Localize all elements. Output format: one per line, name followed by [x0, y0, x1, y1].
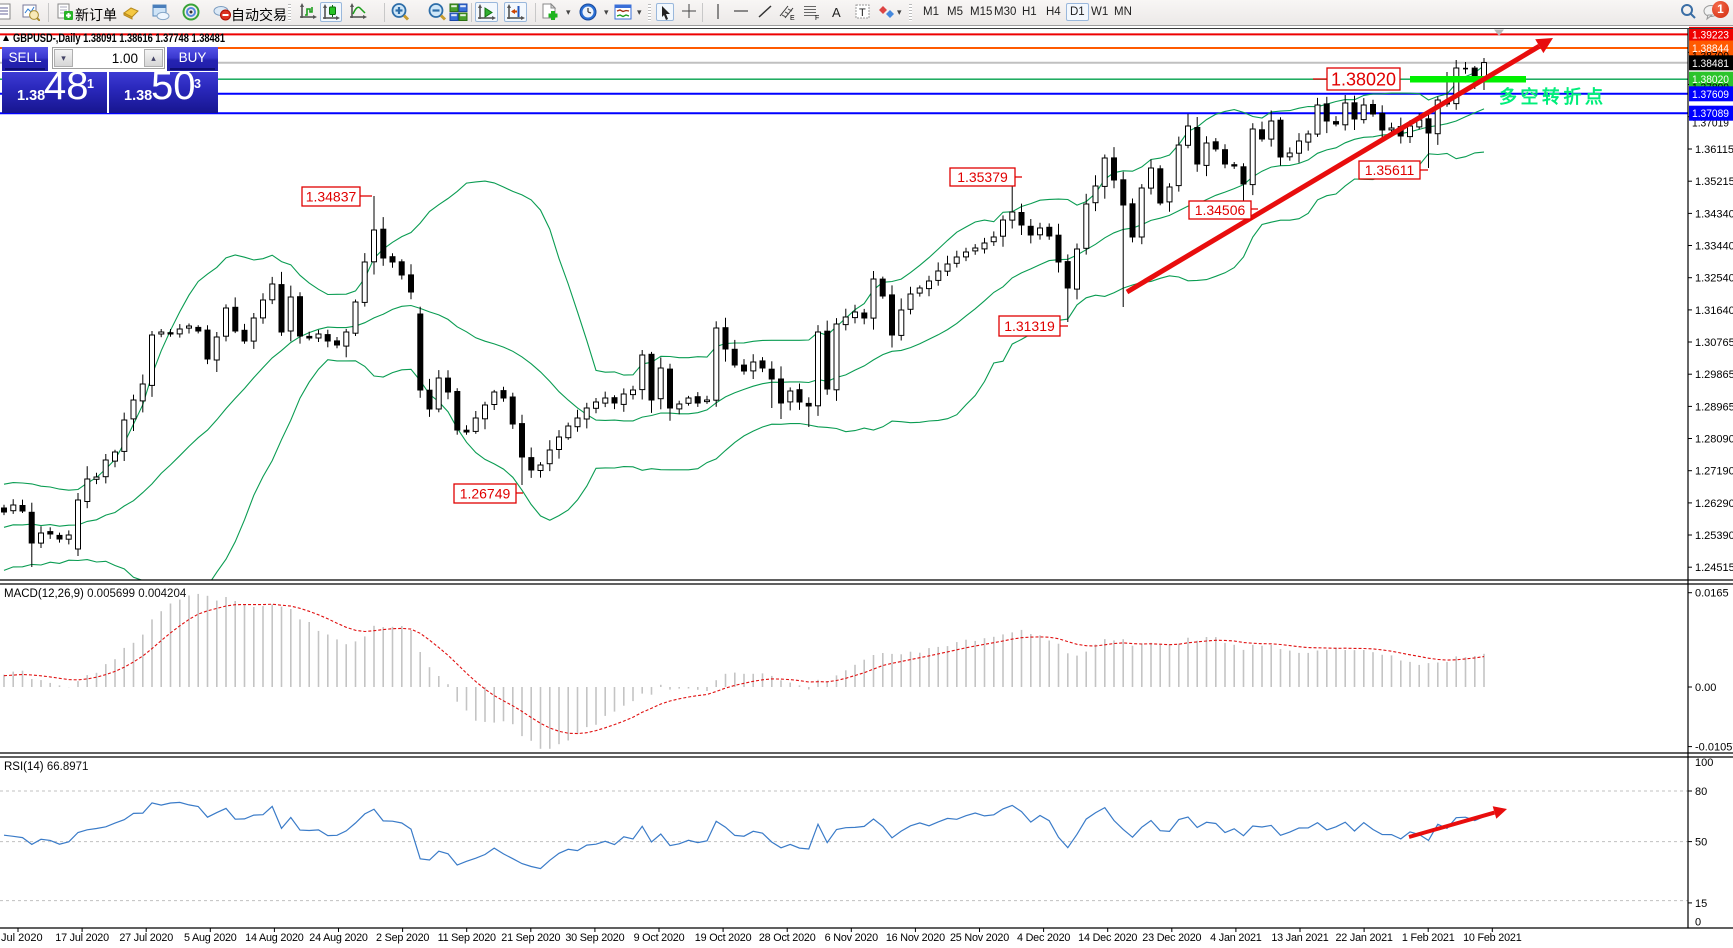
svg-text:1.31319: 1.31319 [1004, 318, 1055, 334]
svg-text:T: T [859, 7, 866, 19]
svg-text:25 Nov 2020: 25 Nov 2020 [950, 932, 1009, 944]
svg-text:4 Jan 2021: 4 Jan 2021 [1210, 932, 1262, 944]
svg-text:24 Aug 2020: 24 Aug 2020 [309, 932, 368, 944]
svg-text:1.38844: 1.38844 [1692, 43, 1729, 55]
svg-text:RSI(14) 66.8971: RSI(14) 66.8971 [4, 761, 88, 773]
svg-text:13 Jan 2021: 13 Jan 2021 [1271, 932, 1328, 944]
svg-text:1.29865: 1.29865 [1695, 369, 1733, 381]
svg-text:16 Nov 2020: 16 Nov 2020 [886, 932, 945, 944]
svg-text:F: F [815, 15, 819, 21]
svg-text:多空转折点: 多空转折点 [1499, 86, 1607, 107]
svg-text:1.37089: 1.37089 [1692, 108, 1729, 120]
svg-text:10 Feb 2021: 10 Feb 2021 [1463, 932, 1522, 944]
svg-text:1 Feb 2021: 1 Feb 2021 [1402, 932, 1455, 944]
svg-text:1.32540: 1.32540 [1695, 273, 1733, 285]
svg-text:1.26749: 1.26749 [460, 485, 511, 501]
svg-text:11 Sep 2020: 11 Sep 2020 [438, 932, 496, 944]
svg-text:1.27190: 1.27190 [1695, 466, 1733, 478]
svg-text:15: 15 [1695, 898, 1707, 910]
svg-text:6 Nov 2020: 6 Nov 2020 [825, 932, 878, 944]
svg-text:80: 80 [1695, 786, 1707, 798]
svg-text:9 Oct 2020: 9 Oct 2020 [634, 932, 685, 944]
svg-text:22 Jan 2021: 22 Jan 2021 [1335, 932, 1392, 944]
svg-text:0.00: 0.00 [1695, 682, 1716, 694]
svg-text:5 Aug 2020: 5 Aug 2020 [184, 932, 237, 944]
svg-text:1.25390: 1.25390 [1695, 530, 1733, 542]
svg-text:4 Dec 2020: 4 Dec 2020 [1017, 932, 1070, 944]
svg-text:1.38020: 1.38020 [1331, 69, 1396, 89]
svg-text:1.34340: 1.34340 [1695, 208, 1733, 220]
svg-text:1.31640: 1.31640 [1695, 305, 1733, 317]
svg-text:1.38481: 1.38481 [1692, 58, 1729, 70]
svg-text:1.34837: 1.34837 [306, 188, 357, 204]
svg-text:1.28965: 1.28965 [1695, 401, 1733, 413]
svg-text:23 Dec 2020: 23 Dec 2020 [1142, 932, 1201, 944]
svg-text:0: 0 [1695, 917, 1701, 929]
svg-text:30 Sep 2020: 30 Sep 2020 [565, 932, 624, 944]
svg-text:1.36115: 1.36115 [1695, 144, 1733, 156]
svg-text:1.28090: 1.28090 [1695, 434, 1733, 446]
svg-text:1.34506: 1.34506 [1195, 202, 1246, 218]
svg-text:14 Dec 2020: 14 Dec 2020 [1078, 932, 1137, 944]
svg-text:1.35215: 1.35215 [1695, 176, 1733, 188]
svg-text:1.39223: 1.39223 [1692, 29, 1729, 41]
svg-text:1.38020: 1.38020 [1692, 74, 1729, 86]
svg-text:1.37609: 1.37609 [1692, 89, 1729, 101]
svg-text:0.0165: 0.0165 [1695, 588, 1729, 600]
svg-text:21 Sep 2020: 21 Sep 2020 [501, 932, 560, 944]
svg-text:100: 100 [1695, 757, 1713, 769]
svg-text:1.24515: 1.24515 [1695, 562, 1733, 574]
svg-text:1.30765: 1.30765 [1695, 337, 1733, 349]
svg-text:E: E [790, 15, 795, 21]
svg-text:-0.010571: -0.010571 [1695, 742, 1733, 754]
svg-text:1.26290: 1.26290 [1695, 498, 1733, 510]
svg-text:1.35379: 1.35379 [957, 169, 1008, 185]
svg-text:17 Jul 2020: 17 Jul 2020 [55, 932, 109, 944]
svg-text:GBPUSD-,Daily 1.38091 1.38616: GBPUSD-,Daily 1.38091 1.38616 1.37748 1.… [13, 33, 225, 45]
svg-text:2 Sep 2020: 2 Sep 2020 [376, 932, 429, 944]
svg-text:Jul 2020: Jul 2020 [1, 932, 43, 944]
svg-text:19 Oct 2020: 19 Oct 2020 [695, 932, 752, 944]
svg-text:14 Aug 2020: 14 Aug 2020 [245, 932, 304, 944]
svg-text:27 Jul 2020: 27 Jul 2020 [119, 932, 173, 944]
svg-text:28 Oct 2020: 28 Oct 2020 [759, 932, 816, 944]
svg-text:MACD(12,26,9) 0.005699 0.00420: MACD(12,26,9) 0.005699 0.004204 [4, 588, 187, 600]
svg-text:1.35611: 1.35611 [1365, 162, 1415, 178]
svg-text:50: 50 [1695, 837, 1707, 849]
svg-text:1.33440: 1.33440 [1695, 241, 1733, 253]
